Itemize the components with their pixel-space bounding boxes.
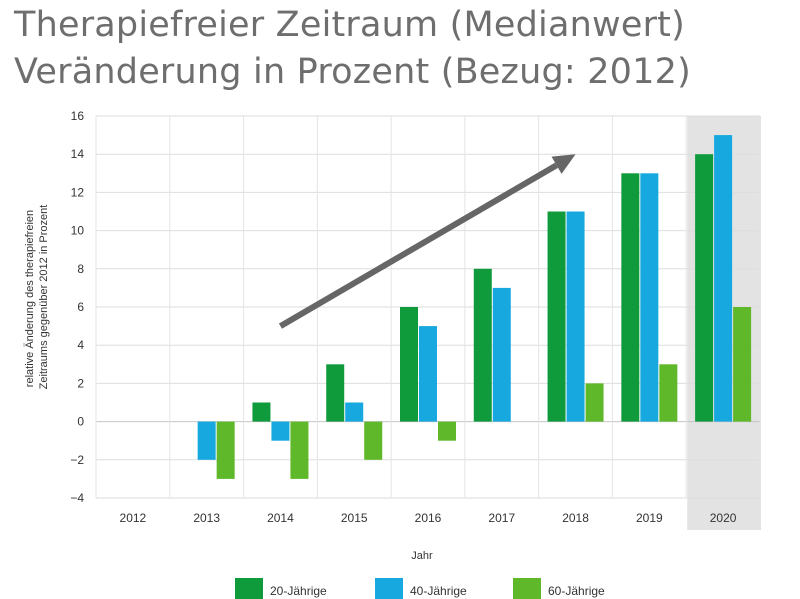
y-tick-label: 0 — [77, 415, 84, 429]
x-tick-label: 2014 — [267, 511, 294, 525]
legend-swatch — [513, 578, 541, 599]
trend-arrow-shaft — [278, 162, 559, 329]
x-tick-label: 2013 — [193, 511, 220, 525]
title-line-1: Therapiefreier Zeitraum (Medianwert) — [14, 5, 685, 45]
legend-swatch — [375, 578, 403, 599]
bar-60-j-hrige-2013 — [216, 421, 235, 479]
x-tick-label: 2016 — [415, 511, 442, 525]
bar-20-j-hrige-2015 — [326, 364, 345, 422]
title-line-2: Veränderung in Prozent (Bezug: 2012) — [14, 52, 691, 92]
bar-40-j-hrige-2019 — [640, 173, 659, 422]
legend-swatch — [235, 578, 263, 599]
bar-40-j-hrige-2017 — [492, 287, 511, 422]
legend-label: 60-Jährige — [548, 584, 605, 598]
legend: 20-Jährige 40-Jährige 60-Jährige — [235, 578, 605, 599]
bar-20-j-hrige-2017 — [473, 268, 492, 422]
y-tick-label: 4 — [77, 338, 84, 352]
bar-40-j-hrige-2015 — [345, 402, 364, 422]
bar-60-j-hrige-2020 — [733, 307, 752, 422]
legend-label: 20-Jährige — [270, 584, 327, 598]
y-tick-label: 12 — [71, 185, 85, 199]
y-tick-label: −4 — [70, 491, 84, 505]
y-tick-label: 2 — [77, 376, 84, 390]
x-tick-label: 2012 — [120, 511, 147, 525]
y-tick-label: 6 — [77, 300, 84, 314]
bar-20-j-hrige-2016 — [400, 307, 418, 422]
y-tick-label: 10 — [71, 224, 85, 238]
bar-20-j-hrige-2020 — [695, 154, 714, 422]
y-axis-label-line-2: Zeitraums gegenüber 2012 in Prozent — [38, 205, 50, 390]
bar-20-j-hrige-2018 — [547, 211, 566, 422]
bar-40-j-hrige-2013 — [197, 421, 216, 460]
bar-60-j-hrige-2019 — [659, 364, 678, 422]
bar-20-j-hrige-2014 — [252, 402, 271, 422]
bar-40-j-hrige-2014 — [271, 421, 290, 441]
legend-label: 40-Jährige — [410, 584, 467, 598]
y-tick-label: 16 — [71, 109, 85, 123]
trend-arrow-head — [551, 154, 576, 174]
y-tick-label: −2 — [70, 453, 84, 467]
x-tick-label: 2015 — [341, 511, 368, 525]
bar-40-j-hrige-2020 — [714, 135, 733, 422]
y-tick-label: 8 — [77, 262, 84, 276]
bar-20-j-hrige-2019 — [621, 173, 640, 422]
bar-40-j-hrige-2016 — [419, 326, 437, 422]
chart-title: Therapiefreier Zeitraum (Medianwert) Ver… — [14, 2, 794, 96]
bar-60-j-hrige-2016 — [438, 421, 456, 441]
y-tick-label: 14 — [71, 147, 85, 161]
x-tick-label: 2018 — [562, 511, 589, 525]
bar-60-j-hrige-2018 — [585, 383, 604, 422]
x-axis-label: Jahr — [411, 550, 433, 562]
x-tick-label: 2017 — [488, 511, 515, 525]
bar-40-j-hrige-2018 — [566, 211, 585, 422]
bar-60-j-hrige-2015 — [364, 421, 383, 460]
y-axis-label: relative Änderung des therapiefreien Zei… — [24, 205, 50, 390]
x-tick-label: 2019 — [636, 511, 663, 525]
x-tick-label: 2020 — [710, 511, 737, 525]
bar-60-j-hrige-2014 — [290, 421, 309, 479]
y-axis-label-line-1: relative Änderung des therapiefreien — [24, 210, 36, 387]
